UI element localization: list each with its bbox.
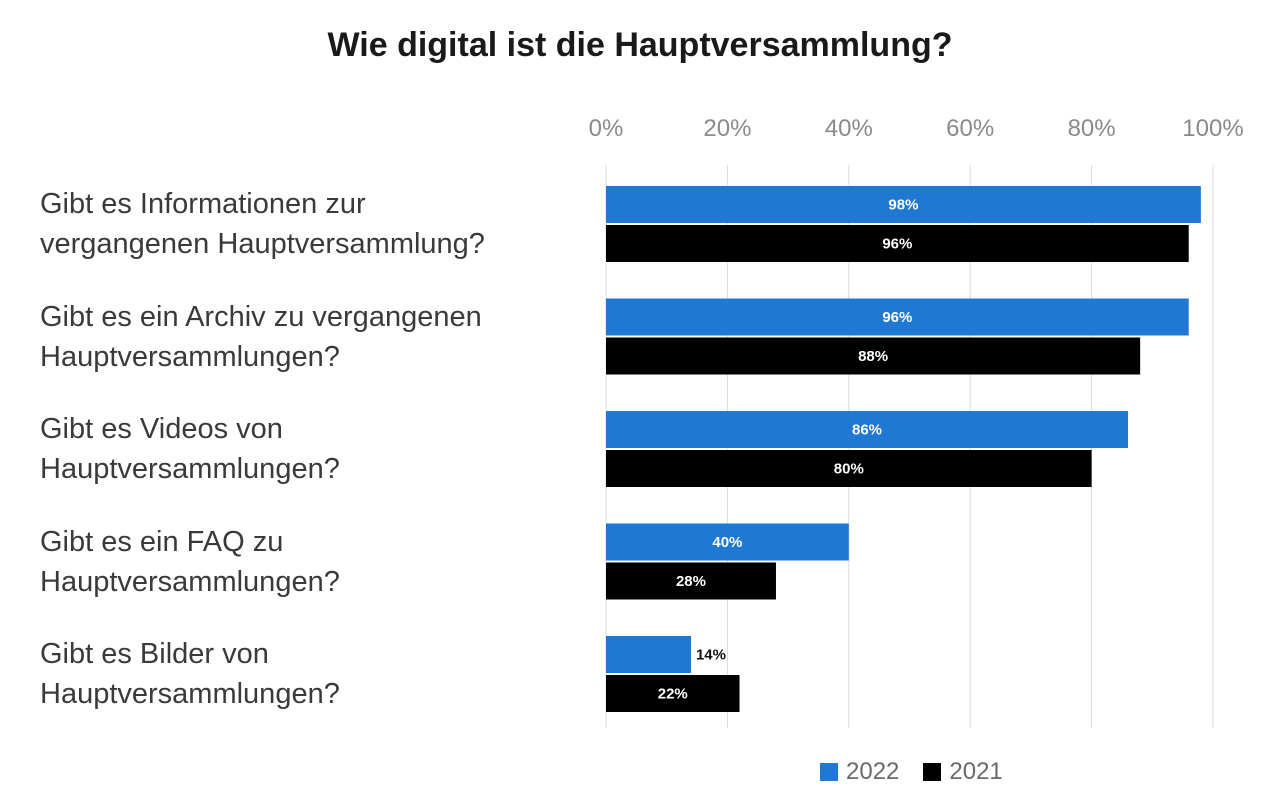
data-label: 80% bbox=[834, 461, 864, 478]
category-label-line: Hauptversammlungen? bbox=[40, 565, 340, 598]
category-label: Gibt es ein FAQ zu Hauptversammlungen? bbox=[40, 522, 580, 602]
data-label: 86% bbox=[852, 422, 882, 439]
bar-2021 bbox=[606, 337, 1141, 375]
chart-title: Wie digital ist die Hauptversammlung? bbox=[327, 26, 953, 64]
category-label-line: vergangenen Hauptversammlung? bbox=[40, 228, 485, 260]
category-label: Gibt es Informationen zur vergangenen Hau… bbox=[40, 184, 580, 264]
data-label: 28% bbox=[676, 573, 706, 590]
data-label: 96% bbox=[882, 309, 912, 326]
bar-2022 bbox=[606, 186, 1201, 223]
x-tick-label: 40% bbox=[825, 115, 873, 142]
legend-swatch bbox=[820, 763, 838, 781]
category-label-line: Hauptversammlungen? bbox=[40, 678, 340, 710]
category-label-line: Hauptversammlungen? bbox=[40, 453, 340, 485]
legend-label: 2022 bbox=[846, 758, 900, 785]
x-tick-label: 80% bbox=[1068, 115, 1116, 142]
bar-2022 bbox=[606, 298, 1189, 336]
legend-item: 2021 bbox=[923, 758, 1003, 786]
category-label: Gibt es ein Archiv zu vergangenen Hauptve… bbox=[40, 297, 580, 377]
bar-2021 bbox=[606, 675, 740, 712]
bar-2022 bbox=[606, 411, 1129, 448]
x-tick-label: 60% bbox=[946, 115, 994, 142]
bar-2022 bbox=[606, 523, 849, 561]
data-label: 88% bbox=[858, 348, 888, 365]
legend: 2022 2021 bbox=[820, 758, 1017, 786]
bar-2022 bbox=[606, 636, 691, 673]
category-label-line: Hauptversammlungen? bbox=[40, 340, 340, 373]
category-label-line: Gibt es ein FAQ zu bbox=[40, 525, 284, 558]
x-tick-label: 0% bbox=[589, 115, 624, 142]
x-tick-label: 20% bbox=[703, 115, 751, 142]
bar-2021 bbox=[606, 225, 1189, 262]
category-label: Gibt es Videos von Hauptversammlungen? bbox=[40, 409, 580, 489]
category-label-line: Gibt es Videos von bbox=[40, 413, 283, 445]
data-label: 96% bbox=[882, 236, 912, 253]
legend-item: 2022 bbox=[820, 758, 899, 786]
category-label-line: Gibt es ein Archiv zu vergangenen bbox=[40, 300, 482, 333]
legend-label: 2021 bbox=[949, 758, 1003, 785]
legend-swatch bbox=[923, 763, 942, 781]
bar-2021 bbox=[606, 562, 776, 600]
data-label: 14% bbox=[696, 647, 726, 664]
category-label: Gibt es Bilder von Hauptversammlungen? bbox=[40, 634, 580, 714]
bar-2021 bbox=[606, 450, 1092, 487]
data-label: 98% bbox=[888, 197, 918, 214]
data-label: 22% bbox=[658, 686, 688, 703]
category-label-line: Gibt es Informationen zur bbox=[40, 188, 366, 220]
category-label-line: Gibt es Bilder von bbox=[40, 638, 269, 670]
x-tick-label: 100% bbox=[1182, 115, 1243, 142]
data-label: 40% bbox=[712, 534, 742, 551]
